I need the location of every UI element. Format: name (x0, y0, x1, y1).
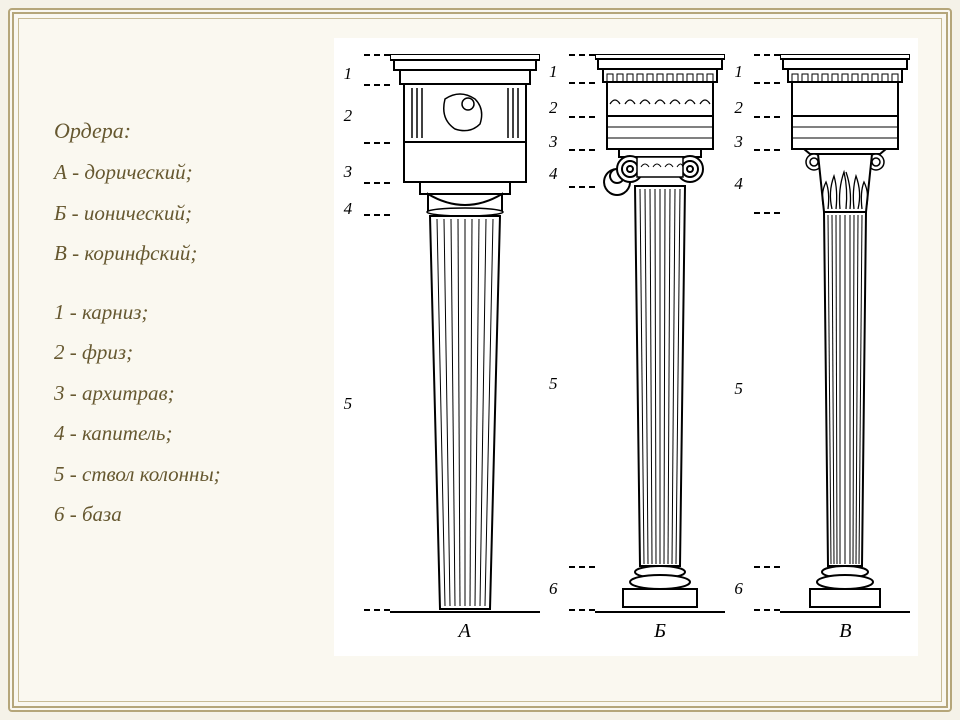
num: 1 (344, 64, 353, 84)
order-b: Б - ионический; (54, 197, 324, 230)
num: 5 (734, 379, 743, 399)
num: 2 (549, 98, 558, 118)
label-v: В (839, 620, 851, 643)
num: 4 (734, 174, 743, 194)
num: 5 (549, 374, 558, 394)
num: 2 (734, 98, 743, 118)
column-doric: 1 2 3 4 5 (342, 54, 540, 643)
num: 3 (549, 132, 558, 152)
part-3: 3 - архитрав; (54, 377, 324, 410)
decorative-frame: Ордера: А - дорический; Б - ионический; … (8, 8, 952, 712)
label-b: Б (654, 620, 666, 643)
num: 3 (344, 162, 353, 182)
num: 5 (344, 394, 353, 414)
order-a: А - дорический; (54, 156, 324, 189)
legend-title: Ордера: (54, 114, 324, 148)
corinthian-svg (780, 54, 910, 614)
num: 6 (734, 579, 743, 599)
num: 2 (344, 106, 353, 126)
num: 4 (549, 164, 558, 184)
column-corinthian: 1 2 3 4 5 6 (732, 54, 910, 643)
part-2: 2 - фриз; (54, 336, 324, 369)
order-v: В - коринфский; (54, 237, 324, 270)
num: 4 (344, 199, 353, 219)
part-5: 5 - ствол колонны; (54, 458, 324, 491)
num: 1 (734, 62, 743, 82)
label-a: А (459, 620, 471, 643)
part-1: 1 - карниз; (54, 296, 324, 329)
part-6: 6 - база (54, 498, 324, 531)
ionic-svg (595, 54, 725, 614)
part-4: 4 - капитель; (54, 417, 324, 450)
num: 3 (734, 132, 743, 152)
diagram-panel: 1 2 3 4 5 (334, 38, 918, 656)
legend-panel: Ордера: А - дорический; Б - ионический; … (14, 14, 334, 706)
content-row: Ордера: А - дорический; Б - ионический; … (14, 14, 946, 706)
num: 6 (549, 579, 558, 599)
num: 1 (549, 62, 558, 82)
doric-svg (390, 54, 540, 614)
column-ionic: 1 2 3 4 5 6 (547, 54, 725, 643)
